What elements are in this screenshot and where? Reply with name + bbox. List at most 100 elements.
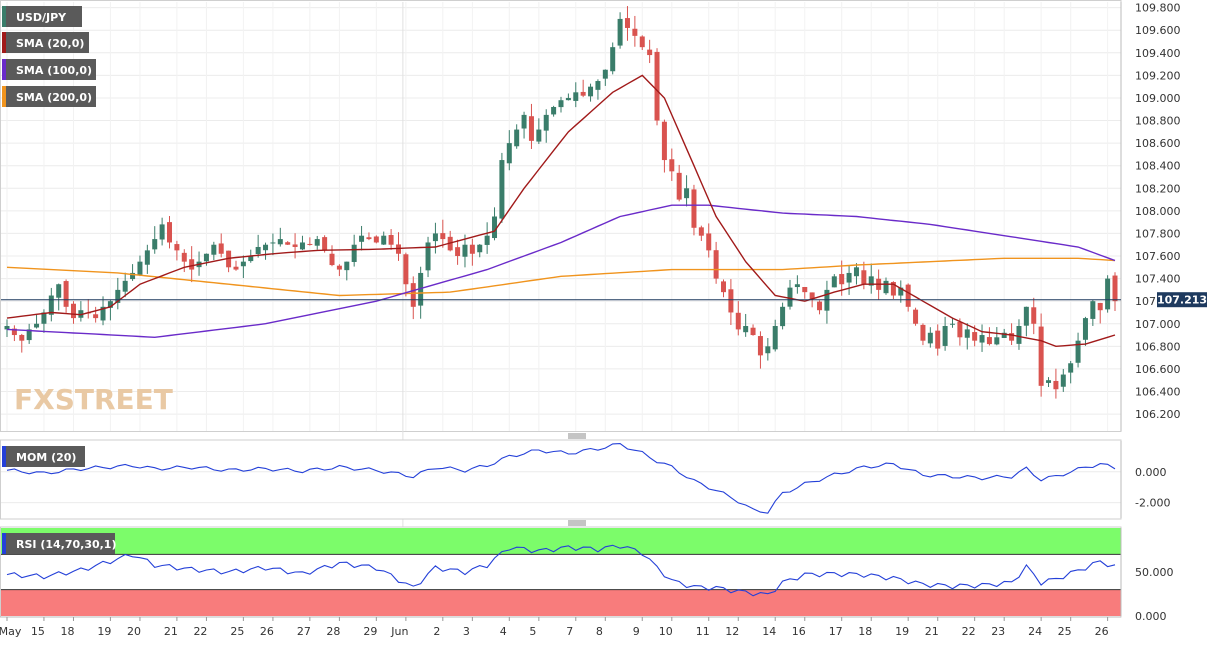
legend-symbol[interactable]: USD/JPY <box>2 6 82 27</box>
price-candle-body <box>373 236 379 243</box>
price-candle-body <box>1082 318 1088 340</box>
legend-sma200[interactable]: SMA (200,0) <box>2 86 96 107</box>
price-candle-body <box>595 81 601 90</box>
price-tick-label: 109.800 <box>1135 2 1181 15</box>
price-candle-body <box>351 244 357 262</box>
price-tick-label: 108.000 <box>1135 205 1181 218</box>
price-candle-body <box>927 332 933 344</box>
price-candle-body <box>233 266 239 270</box>
price-candle-body <box>403 254 409 285</box>
price-candle-body <box>743 326 749 333</box>
price-candle-body <box>203 253 209 262</box>
price-tick-label: 109.000 <box>1135 92 1181 105</box>
price-candle-body <box>780 306 786 327</box>
price-candle-body <box>757 336 763 356</box>
price-candle-body <box>432 233 438 242</box>
price-candle-body <box>211 244 217 255</box>
price-candle-body <box>979 335 985 343</box>
price-candle-body <box>455 247 461 257</box>
rsi-panel[interactable]: 50.000 0.000 <box>0 526 1174 623</box>
x-tick-label: 7 <box>566 625 573 638</box>
rsi-tick-label: 0.000 <box>1135 610 1167 623</box>
price-candle-body <box>787 287 793 307</box>
mom-plot-frame <box>0 439 1122 520</box>
price-candle-body <box>418 272 424 306</box>
x-tick-label: May <box>0 625 22 638</box>
x-tick-label: 14 <box>762 625 776 638</box>
x-tick-label: 9 <box>633 625 640 638</box>
price-candle-body <box>573 92 579 101</box>
price-candle-body <box>551 106 557 115</box>
price-candle-body <box>137 261 143 275</box>
price-candle-body <box>632 28 638 36</box>
x-tick-label: 17 <box>829 625 843 638</box>
price-candle-body <box>624 18 630 28</box>
price-candle-body <box>100 306 106 321</box>
mom-line <box>6 443 1116 514</box>
price-candle-body <box>477 244 483 253</box>
legend-sma100[interactable]: SMA (100,0) <box>2 59 96 80</box>
price-candle-body <box>1075 340 1081 363</box>
price-candle-body <box>639 36 645 48</box>
price-tick-label: 109.600 <box>1135 24 1181 37</box>
price-candle-body <box>388 235 394 245</box>
x-axis: May 15 18 19 20 21 22 25 26 27 28 29 Jun 2 3 4 5 7 8 9 10 11 1… <box>0 616 1121 638</box>
x-tick-label: 10 <box>659 625 673 638</box>
price-candle-body <box>610 47 616 72</box>
panel-splitter-top[interactable] <box>568 433 586 439</box>
mom-panel[interactable]: 0.000 -2.000 <box>0 439 1171 520</box>
x-tick-label: 3 <box>463 625 470 638</box>
legend-sma20[interactable]: SMA (20,0) <box>2 32 89 53</box>
price-candle-body <box>514 129 520 147</box>
x-tick-label: 19 <box>97 625 111 638</box>
price-candle-body <box>41 312 47 324</box>
rsi-tick-label: 50.000 <box>1135 566 1174 579</box>
price-candle-body <box>322 237 328 251</box>
watermark-logo: FXSTREET <box>14 383 173 416</box>
price-candle-body <box>174 244 180 251</box>
x-tick-label: 4 <box>500 625 507 638</box>
price-candle-body <box>240 261 246 267</box>
price-tick-label: 107.400 <box>1135 273 1181 286</box>
price-candle-body <box>558 100 564 108</box>
price-candle-body <box>218 243 224 254</box>
price-panel[interactable]: 109.800 109.600 109.400 109.200 109.000 108.8… <box>0 0 1181 617</box>
sma20-line <box>6 74 1116 348</box>
price-candle-body <box>425 242 431 271</box>
current-price-value: 107.213 <box>1157 294 1207 307</box>
price-tick-label: 107.000 <box>1135 318 1181 331</box>
rsi-oversold-zone <box>1 589 1121 616</box>
price-candle-body <box>292 244 298 247</box>
panel-splitter-bottom[interactable] <box>568 520 586 526</box>
price-candle-body <box>4 326 10 330</box>
mom-tick-label: 0.000 <box>1135 466 1167 479</box>
price-candle-body <box>1016 326 1022 344</box>
price-candle-body <box>359 235 365 242</box>
price-candle-body <box>580 91 586 96</box>
price-candle-body <box>314 239 320 246</box>
price-candle-body <box>11 328 17 336</box>
x-tick-label: 8 <box>596 625 603 638</box>
price-tick-label: 108.200 <box>1135 182 1181 195</box>
x-tick-label: 29 <box>363 625 377 638</box>
price-candle-body <box>56 284 62 298</box>
price-candle-body <box>920 324 926 341</box>
price-candle-body <box>972 332 978 341</box>
price-candle-body <box>905 284 911 307</box>
price-candle-body <box>1038 326 1044 386</box>
price-candle-body <box>462 244 468 257</box>
price-candle-body <box>395 244 401 254</box>
price-candle-body <box>890 282 896 296</box>
price-candle-body <box>861 270 867 285</box>
price-candle-body <box>107 301 113 308</box>
price-candle-body <box>949 323 955 325</box>
price-candle-body <box>19 334 25 341</box>
price-candle-body <box>492 216 498 239</box>
legend-rsi[interactable]: RSI (14,70,30,1) <box>2 533 116 554</box>
price-candle-body <box>669 159 675 172</box>
legend-mom[interactable]: MOM (20) <box>2 446 85 467</box>
price-plot-frame <box>0 0 1122 432</box>
price-candle-body <box>521 114 527 129</box>
